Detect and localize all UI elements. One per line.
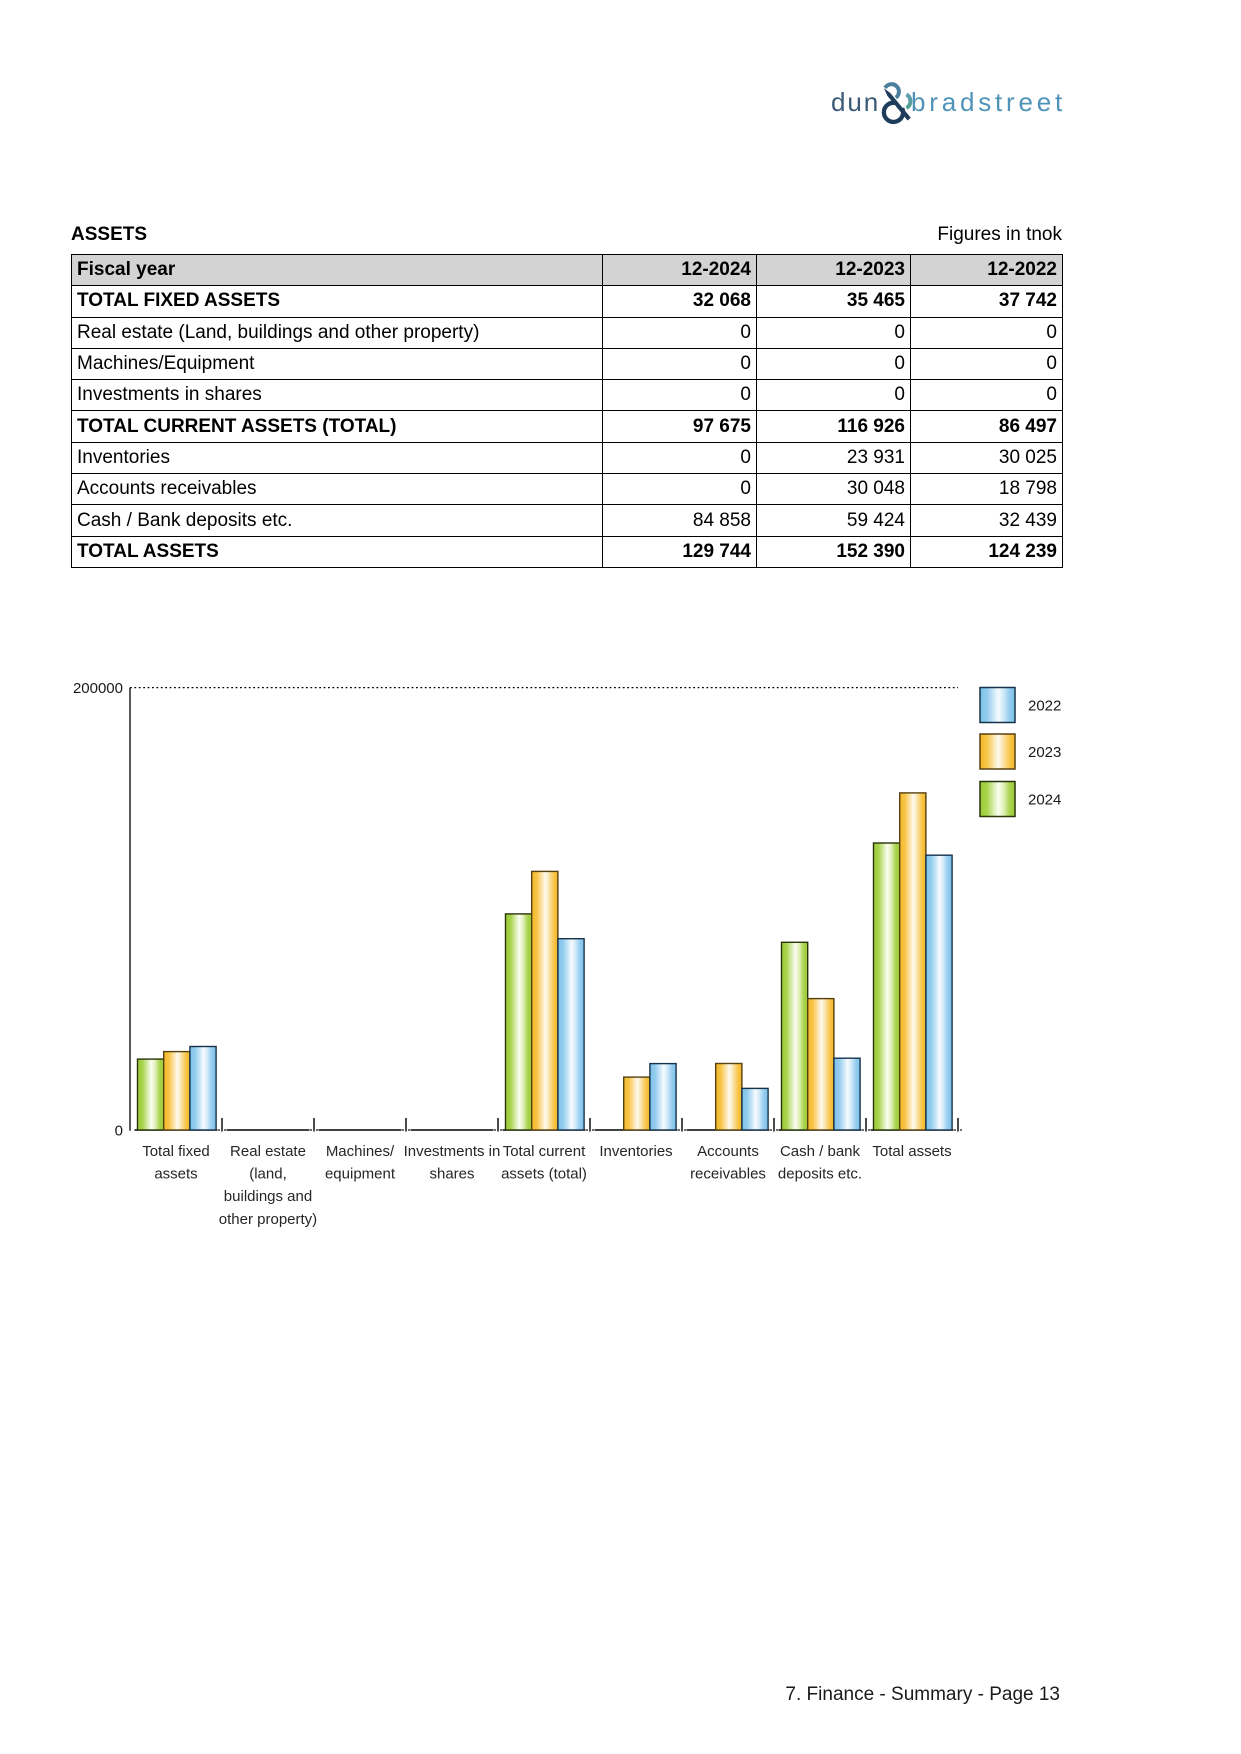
svg-text:equipment: equipment <box>325 1166 396 1183</box>
svg-text:Total current: Total current <box>503 1143 586 1160</box>
svg-text:other property): other property) <box>219 1211 317 1228</box>
svg-text:2024: 2024 <box>1028 792 1061 809</box>
svg-text:2022: 2022 <box>1028 698 1061 715</box>
svg-text:Total assets: Total assets <box>872 1143 951 1160</box>
svg-text:200000: 200000 <box>73 680 123 697</box>
svg-text:0: 0 <box>115 1123 123 1140</box>
svg-text:Investments in: Investments in <box>404 1143 501 1160</box>
svg-text:shares: shares <box>429 1166 474 1183</box>
svg-text:Accounts: Accounts <box>697 1143 759 1160</box>
svg-text:buildings and: buildings and <box>224 1188 312 1205</box>
svg-text:deposits etc.: deposits etc. <box>778 1166 862 1183</box>
svg-text:(land,: (land, <box>249 1166 287 1183</box>
svg-text:assets (total): assets (total) <box>501 1166 587 1183</box>
svg-text:Real estate: Real estate <box>230 1143 306 1160</box>
svg-text:assets: assets <box>154 1166 197 1183</box>
svg-text:Cash / bank: Cash / bank <box>780 1143 861 1160</box>
svg-text:Machines/: Machines/ <box>326 1143 395 1160</box>
svg-text:receivables: receivables <box>690 1166 766 1183</box>
svg-text:Inventories: Inventories <box>599 1143 672 1160</box>
svg-text:2023: 2023 <box>1028 744 1061 761</box>
svg-text:Total fixed: Total fixed <box>142 1143 210 1160</box>
